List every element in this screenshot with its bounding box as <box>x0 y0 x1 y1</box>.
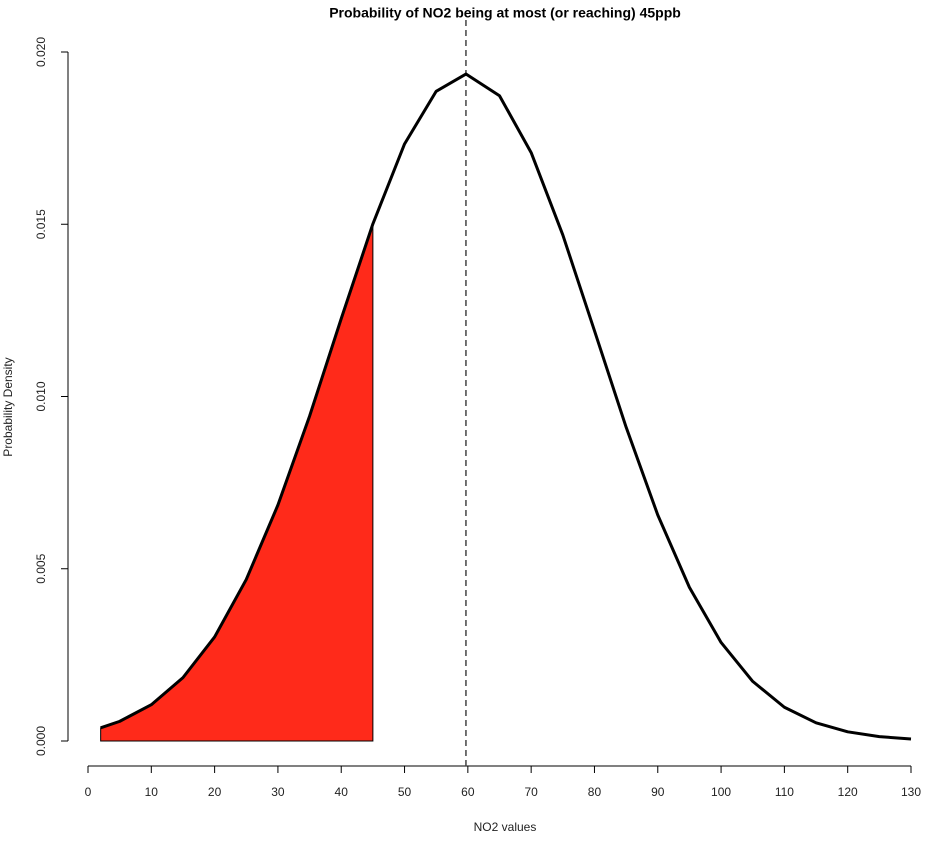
x-tick-label: 110 <box>775 785 794 799</box>
x-tick-label: 50 <box>398 785 412 799</box>
y-tick-label: 0.015 <box>34 209 48 239</box>
x-tick-label: 20 <box>208 785 222 799</box>
y-tick-label: 0.020 <box>34 37 48 67</box>
y-axis-label: Probability Density <box>1 357 15 456</box>
x-tick-label: 120 <box>838 785 858 799</box>
shaded-area <box>100 223 374 742</box>
y-tick-label: 0.005 <box>34 553 48 583</box>
x-tick-label: 100 <box>711 785 731 799</box>
x-tick-label: 40 <box>335 785 349 799</box>
x-tick-label: 80 <box>588 785 602 799</box>
density-curve <box>100 72 912 741</box>
x-tick-label: 70 <box>524 785 538 799</box>
x-tick-label: 90 <box>651 785 665 799</box>
x-tick-label: 30 <box>271 785 285 799</box>
x-tick-label: 130 <box>901 785 921 799</box>
x-tick-label: 60 <box>461 785 475 799</box>
x-tick-label: 0 <box>85 785 92 799</box>
x-axis-label: NO2 values <box>474 820 537 834</box>
x-tick-label: 10 <box>145 785 159 799</box>
y-tick-label: 0.010 <box>34 381 48 411</box>
chart-title: Probability of NO2 being at most (or rea… <box>329 5 681 21</box>
y-tick-label: 0.000 <box>34 726 48 756</box>
